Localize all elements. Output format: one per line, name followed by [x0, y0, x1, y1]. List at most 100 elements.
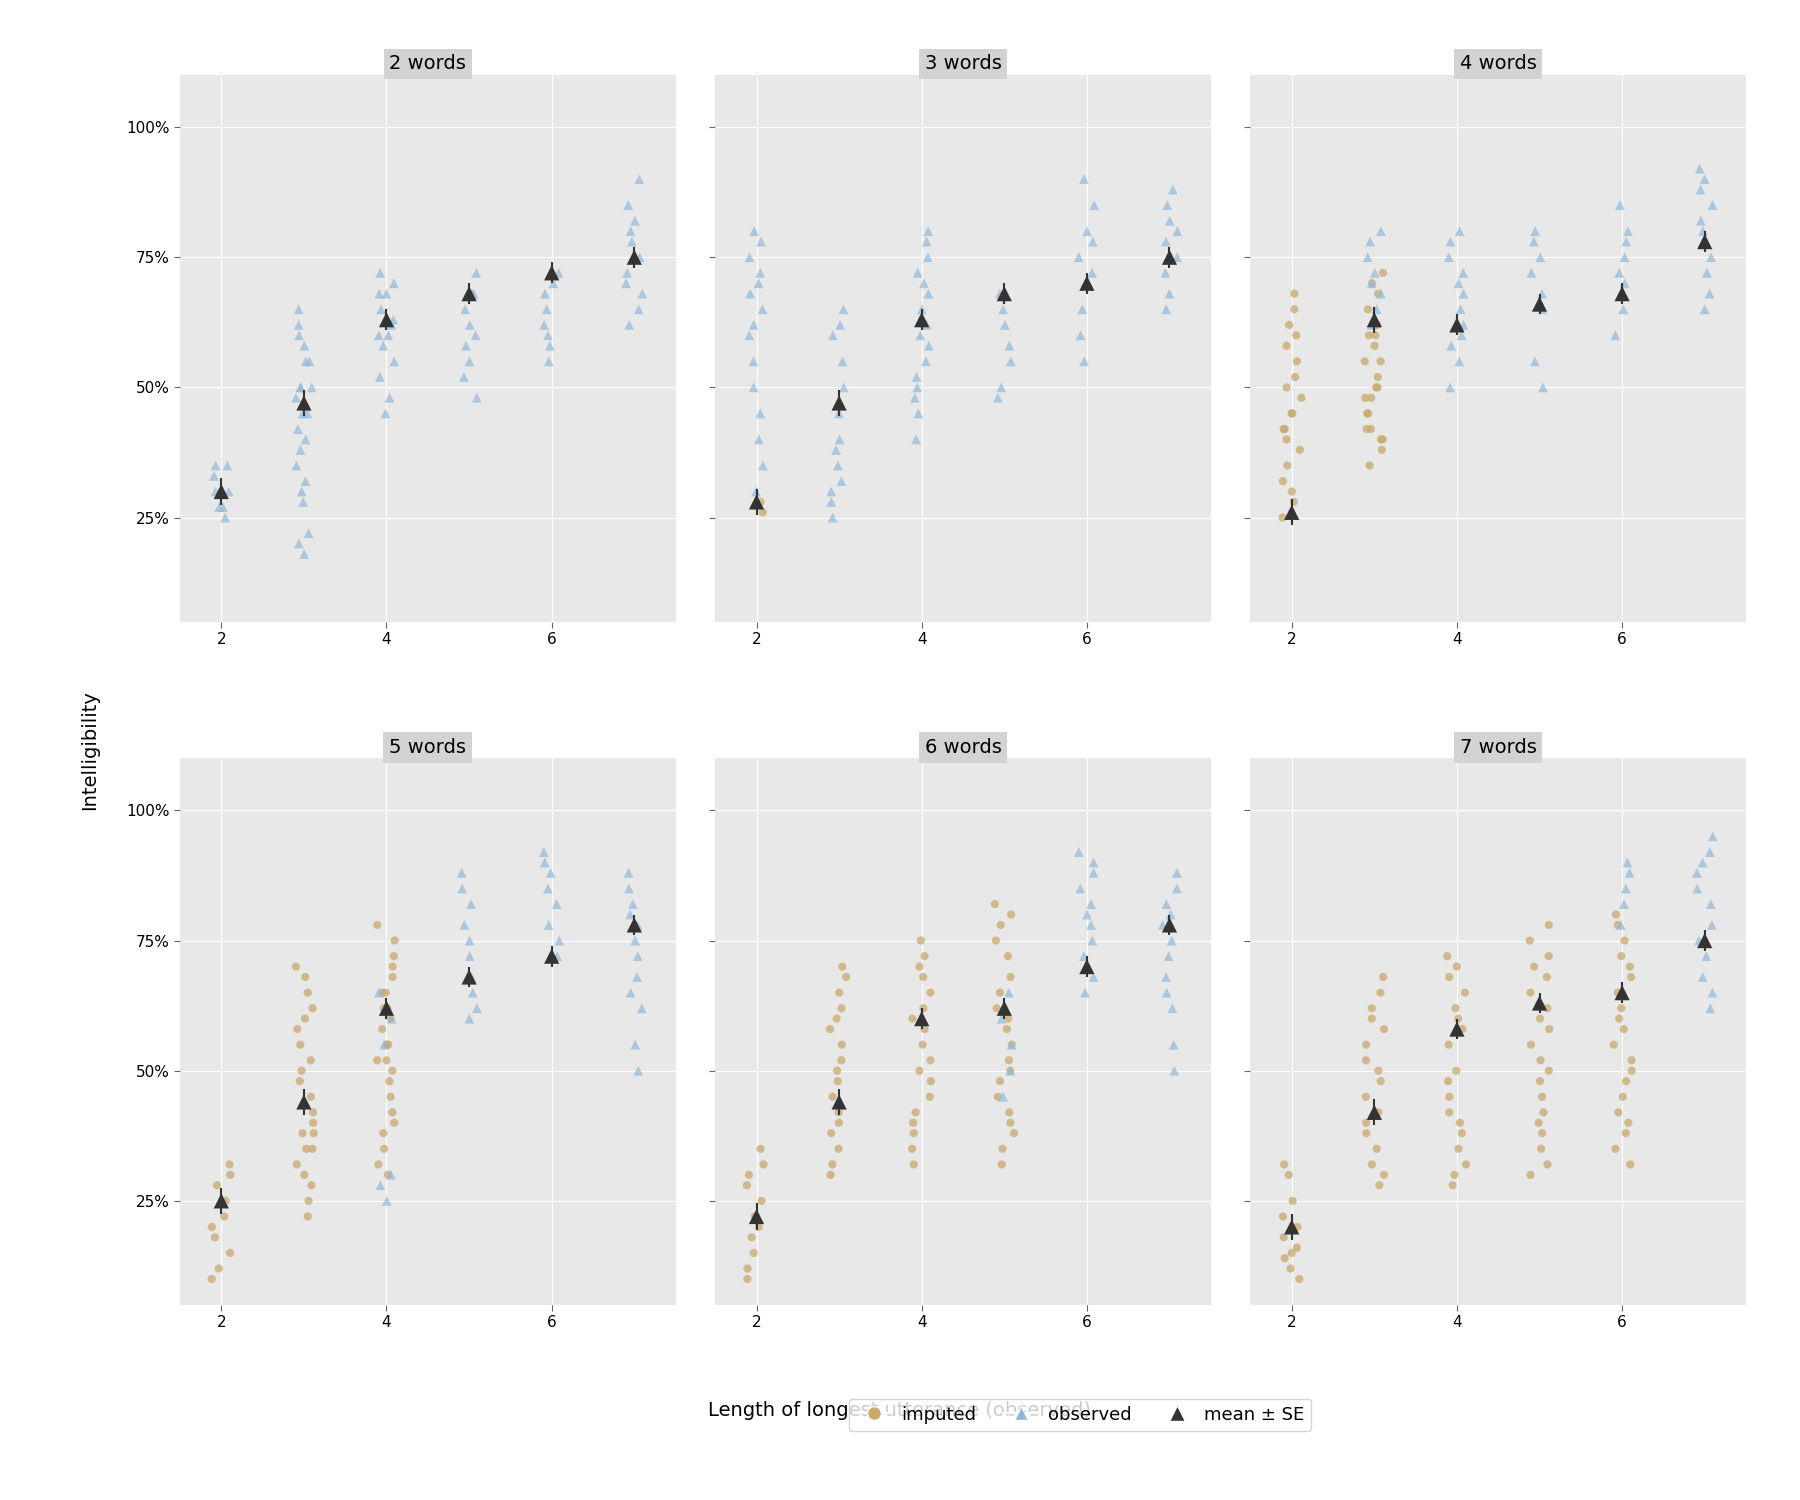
Point: [207, 1190, 236, 1214]
Point: [1368, 427, 1397, 451]
Point: [1447, 324, 1476, 348]
Point: [1352, 1120, 1381, 1144]
Point: [902, 364, 931, 388]
Point: [817, 1152, 846, 1176]
Point: [448, 876, 477, 900]
Point: [212, 453, 241, 477]
Point: [747, 1137, 776, 1161]
Point: [911, 350, 940, 374]
Point: [207, 480, 236, 504]
Point: [1271, 1246, 1300, 1270]
Point: [1615, 861, 1643, 885]
Point: [817, 480, 846, 504]
Point: [621, 1032, 650, 1056]
Point: [205, 1257, 234, 1281]
Point: [981, 928, 1010, 952]
Point: [459, 282, 488, 306]
Point: [1273, 427, 1301, 451]
Point: [1152, 964, 1181, 988]
Point: [374, 1032, 403, 1056]
Point: [1152, 194, 1181, 217]
Point: [995, 333, 1024, 357]
Point: [288, 480, 317, 504]
Point: [380, 944, 409, 968]
Point: [1370, 1017, 1399, 1041]
Point: [1278, 402, 1307, 426]
Point: [373, 1190, 401, 1214]
Point: [1618, 1059, 1647, 1083]
Point: [1685, 928, 1714, 952]
Point: [1609, 1017, 1638, 1041]
Point: [1442, 314, 1471, 338]
Point: [821, 438, 850, 462]
Point: [1526, 1137, 1555, 1161]
Point: [1688, 850, 1717, 874]
Point: [1690, 230, 1719, 254]
Point: [1368, 261, 1397, 285]
Point: [1690, 297, 1719, 321]
Point: [1696, 892, 1724, 916]
Point: [203, 1173, 232, 1197]
Point: [614, 194, 643, 217]
Point: [374, 1162, 403, 1186]
Point: [369, 1120, 398, 1144]
Point: [1076, 892, 1105, 916]
Point: [374, 324, 403, 348]
Point: [1449, 314, 1478, 338]
Point: [1696, 282, 1724, 306]
Point: [1269, 417, 1298, 441]
Point: [1442, 954, 1471, 978]
Point: [1069, 166, 1098, 190]
Text: Intelligibility: Intelligibility: [81, 690, 99, 810]
Point: [1447, 1120, 1476, 1144]
Point: [1363, 314, 1391, 338]
Point: [209, 495, 238, 519]
Point: [1526, 1070, 1555, 1094]
Point: [902, 1101, 931, 1125]
Point: [1611, 1070, 1640, 1094]
Point: [749, 297, 778, 321]
Point: [1269, 1204, 1298, 1228]
Point: [299, 1112, 328, 1136]
Point: [1445, 297, 1474, 321]
Point: [1071, 981, 1100, 1005]
Point: [616, 981, 644, 1005]
Point: [612, 261, 641, 285]
Point: [1526, 1048, 1555, 1072]
Point: [828, 350, 857, 374]
Point: [1692, 261, 1721, 285]
Point: [1366, 219, 1395, 243]
Point: [1273, 453, 1301, 477]
Point: [999, 1120, 1028, 1144]
Point: [1354, 402, 1382, 426]
Point: [286, 375, 315, 399]
Point: [1156, 209, 1184, 232]
Point: [293, 1204, 322, 1228]
Point: [1163, 876, 1192, 900]
Point: [288, 1120, 317, 1144]
Point: [535, 914, 563, 938]
Point: [1525, 992, 1553, 1016]
Point: [742, 480, 770, 504]
Point: [365, 1173, 394, 1197]
Point: [1071, 272, 1100, 296]
Point: [1276, 1257, 1305, 1281]
Point: [378, 314, 407, 338]
Point: [369, 996, 398, 1020]
Point: [293, 402, 322, 426]
Point: [623, 964, 652, 988]
Point: [745, 427, 774, 451]
Point: [612, 272, 641, 296]
Point: [616, 219, 644, 243]
Point: [625, 1059, 653, 1083]
Point: [1080, 850, 1109, 874]
Point: [832, 964, 860, 988]
Point: [1366, 350, 1395, 374]
Point: [830, 297, 859, 321]
Point: [828, 954, 857, 978]
Point: [898, 1007, 927, 1031]
Point: [907, 308, 936, 332]
Point: [898, 1137, 927, 1161]
Point: [911, 1017, 940, 1041]
Point: [1607, 944, 1636, 968]
